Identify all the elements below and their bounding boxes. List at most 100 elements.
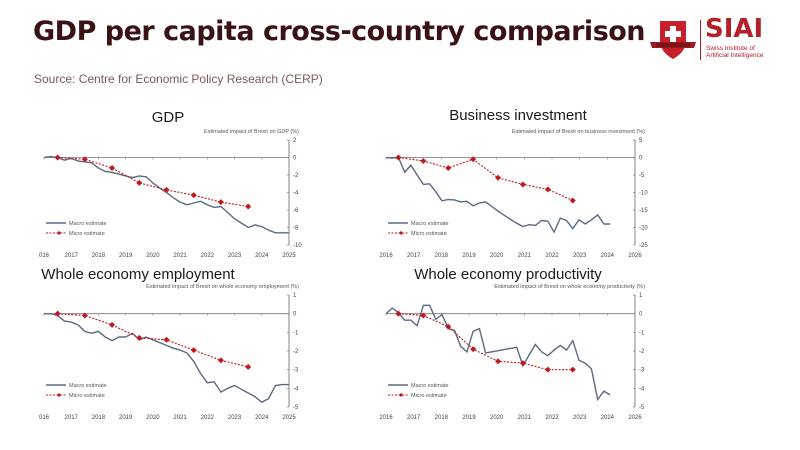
micro-estimate-point [569,366,576,373]
x-tick-label: 016 [39,415,50,421]
logo-subtitle-1: Swiss Institute of [706,45,755,52]
legend-micro-marker [399,393,403,397]
micro-estimate-line [398,156,574,202]
x-tick-label: 2016 [379,415,393,421]
x-tick-label: 2021 [518,253,532,259]
y-tick-label: -25 [639,243,648,249]
x-tick-label: 2024 [255,253,269,259]
chart-productivity: Whole economy productivity Estimated impa… [379,265,650,430]
micro-estimate-point [544,366,551,373]
micro-estimate-point [109,321,116,328]
micro-estimate-point [519,360,526,367]
micro-estimate-line [57,156,249,208]
x-tick-label: 2025 [282,415,296,421]
y-tick-label: -1 [639,330,645,336]
y-tick-label: -8 [293,226,299,232]
legend-micro-label: Micro estimate [411,231,447,237]
x-tick-label: 016 [39,253,50,259]
chart-gdp: GDP Estimated impact of Brexit on GDP (%)… [30,100,302,270]
legend-micro-label: Micro estimate [411,393,447,399]
micro-estimate-line [398,313,573,371]
source-note: Source: Centre for Economic Policy Resea… [34,72,323,86]
micro-estimate-point [495,358,502,365]
y-tick-label: -4 [293,386,299,392]
x-tick-label: 2020 [490,253,504,259]
x-tick-label: 2023 [573,253,587,259]
y-tick-label: 0 [639,312,643,318]
micro-estimate-point [395,310,402,317]
legend-macro-label: Macro estimate [411,383,449,389]
y-tick-label: -4 [293,191,299,197]
micro-estimate-point [445,323,452,330]
y-tick-label: 1 [639,293,643,299]
micro-estimate-point [190,192,197,199]
x-tick-label: 2017 [407,415,421,421]
x-tick-label: 2026 [628,415,642,421]
y-tick-label: -3 [639,368,645,374]
micro-estimate-point [470,346,477,353]
x-tick-label: 2024 [601,253,615,259]
legend-macro-label: Macro estimate [411,221,449,227]
macro-estimate-line [385,156,611,234]
micro-estimate-point [54,310,61,317]
x-tick-label: 2018 [435,415,449,421]
y-tick-label: -5 [293,405,299,411]
chart-employment: Whole economy employment Estimated impact… [30,265,300,430]
chart-title: Whole economy employment [41,266,235,283]
logo-name: SIAI [705,14,764,44]
x-tick-label: 2017 [65,415,79,421]
y-tick-label: -2 [639,349,645,355]
y-tick-label: -4 [639,386,645,392]
micro-estimate-point [519,181,526,188]
x-tick-label: 2019 [119,415,133,421]
x-tick-label: 2025 [282,253,296,259]
micro-estimate-point [420,312,427,319]
x-tick-label: 2021 [518,415,532,421]
x-tick-label: 2017 [407,253,421,259]
x-tick-label: 2024 [255,415,269,421]
x-tick-label: 2019 [462,253,476,259]
chart-title: Business investment [449,107,587,124]
y-axis-label: Estimated impact of Brexit on GDP (%) [204,129,299,135]
y-tick-label: 2 [293,138,297,144]
chart-gdp-svg: GDP Estimated impact of Brexit on GDP (%)… [39,109,302,259]
x-tick-label: 2022 [201,415,215,421]
page-title: GDP per capita cross-country comparison [33,16,646,47]
y-tick-label: 0 [293,156,297,162]
y-axis-label: Estimated impact of Brexit on whole econ… [146,284,299,290]
y-tick-label: -10 [639,191,648,197]
y-tick-label: 5 [639,138,643,144]
y-tick-label: -2 [293,349,299,355]
micro-estimate-point [136,334,143,341]
x-tick-label: 2026 [628,253,642,259]
micro-estimate-point [420,158,427,164]
legend-micro-marker [399,231,403,235]
x-tick-label: 2019 [462,415,476,421]
y-tick-label: -5 [639,405,645,411]
legend-macro-label: Macro estimate [69,383,107,389]
x-tick-label: 2019 [119,253,133,259]
y-tick-label: 0 [639,156,643,162]
micro-estimate-point [245,203,252,210]
micro-estimate-point [81,156,88,163]
x-tick-label: 2020 [146,415,160,421]
y-tick-label: -1 [293,330,299,336]
micro-estimate-point [163,186,170,193]
macro-estimate-line [44,313,289,404]
x-tick-label: 2022 [545,415,559,421]
micro-estimate-point [81,312,88,319]
y-tick-label: -20 [639,226,648,232]
micro-estimate-point [245,363,252,370]
micro-estimate-point [544,186,551,193]
micro-estimate-line [57,313,249,368]
y-axis-label: Estimated impact of Brexit on whole econ… [494,284,645,290]
x-tick-label: 2020 [490,415,504,421]
x-tick-label: 2021 [173,415,187,421]
y-tick-label: -3 [293,368,299,374]
legend-micro-label: Micro estimate [69,231,105,237]
micro-estimate-point [395,154,402,161]
y-tick-label: -6 [293,208,299,214]
micro-estimate-point [445,165,452,171]
x-tick-label: 2018 [92,253,106,259]
